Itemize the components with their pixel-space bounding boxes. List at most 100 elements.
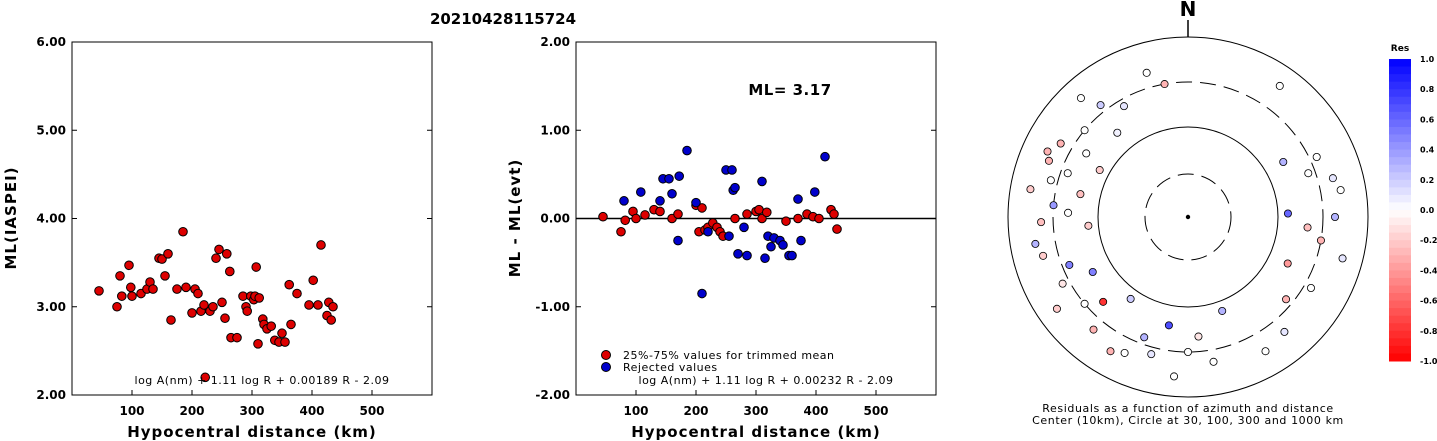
residual-point bbox=[1052, 304, 1061, 313]
residual-point bbox=[1120, 102, 1129, 111]
residual-point bbox=[1037, 218, 1046, 227]
residual-point bbox=[1338, 254, 1347, 263]
colorbar-cell bbox=[1389, 330, 1411, 339]
colorbar-tick-label: 0.0 bbox=[1420, 206, 1435, 215]
data-point bbox=[829, 209, 839, 219]
residual-point bbox=[1160, 80, 1169, 89]
plot2-x-label: Hypocentral distance (km) bbox=[631, 423, 881, 441]
residual-point bbox=[1043, 147, 1052, 156]
data-point bbox=[326, 315, 337, 325]
data-point bbox=[199, 300, 209, 310]
colorbar-tick-label: -0.2 bbox=[1420, 236, 1437, 245]
residual-point bbox=[1194, 332, 1203, 341]
residual-point bbox=[1058, 279, 1067, 288]
colorbar-cell bbox=[1389, 353, 1411, 362]
data-point bbox=[304, 300, 314, 310]
data-point bbox=[760, 253, 770, 264]
data-point bbox=[313, 300, 323, 310]
data-point bbox=[124, 260, 134, 271]
residual-point bbox=[1046, 176, 1055, 185]
legend-label-rejected: Rejected values bbox=[623, 361, 718, 374]
data-point bbox=[328, 301, 338, 312]
residual-point bbox=[1218, 306, 1227, 315]
residual-point bbox=[1049, 201, 1058, 210]
residual-point bbox=[1126, 294, 1135, 303]
x-tick-label: 400 bbox=[803, 404, 828, 418]
colorbar-cell bbox=[1389, 262, 1411, 271]
data-point bbox=[762, 207, 772, 218]
colorbar-tick-label: -0.4 bbox=[1420, 266, 1437, 275]
residual-point bbox=[1082, 149, 1091, 158]
residual-point bbox=[1076, 190, 1085, 199]
residual-point bbox=[1184, 347, 1193, 356]
colorbar-cell bbox=[1389, 240, 1411, 249]
colorbar-tick-label: 0.2 bbox=[1420, 176, 1434, 185]
north-label: N bbox=[1180, 0, 1197, 21]
residual-point bbox=[1279, 157, 1288, 166]
residual-point bbox=[1316, 236, 1325, 245]
data-point bbox=[727, 165, 737, 175]
colorbar-cell bbox=[1389, 277, 1411, 286]
data-point bbox=[181, 282, 191, 293]
residual-point bbox=[1304, 169, 1313, 178]
residual-point bbox=[1039, 251, 1048, 260]
residual-colorbar: Res 1.0 0.8 0.6 0.4 0.2 0.0 -0.2 -0.4 -0.6 -0.8 -1… bbox=[1389, 44, 1437, 366]
data-point bbox=[742, 209, 752, 219]
data-point bbox=[703, 226, 713, 237]
data-point bbox=[631, 213, 641, 224]
data-point bbox=[316, 240, 326, 250]
data-point bbox=[172, 284, 182, 294]
colorbar-cell bbox=[1389, 149, 1411, 158]
data-point bbox=[640, 210, 650, 220]
colorbar-cell bbox=[1389, 96, 1411, 105]
center-point bbox=[1185, 214, 1191, 220]
data-point bbox=[655, 206, 665, 217]
residual-point bbox=[1303, 223, 1312, 232]
data-point bbox=[211, 253, 221, 264]
colorbar-tick-label: -0.6 bbox=[1420, 297, 1437, 306]
data-point bbox=[781, 216, 791, 226]
data-point bbox=[674, 171, 685, 181]
colorbar-tick-label: 0.4 bbox=[1420, 146, 1435, 155]
data-point bbox=[793, 213, 803, 224]
colorbar-cell bbox=[1389, 66, 1411, 75]
x-tick-label: 500 bbox=[359, 404, 384, 418]
colorbar-cell bbox=[1389, 210, 1411, 219]
colorbar-cell bbox=[1389, 217, 1411, 226]
data-point bbox=[664, 173, 674, 184]
data-point bbox=[742, 250, 752, 261]
data-point bbox=[163, 249, 173, 259]
event-title: 20210428115724 bbox=[430, 10, 576, 28]
data-point bbox=[636, 187, 646, 197]
data-point bbox=[697, 203, 707, 213]
data-point bbox=[200, 372, 210, 383]
data-point bbox=[832, 224, 842, 234]
caption-line-2: Center (10km), Circle at 30, 100, 300 an… bbox=[1032, 414, 1344, 427]
data-point bbox=[733, 249, 743, 259]
data-point bbox=[793, 194, 803, 204]
colorbar-cell bbox=[1389, 323, 1411, 332]
colorbar-cell bbox=[1389, 89, 1411, 98]
y-tick-label: 3.00 bbox=[36, 300, 66, 314]
colorbar-cell bbox=[1389, 247, 1411, 256]
colorbar-cell bbox=[1389, 126, 1411, 135]
polar-points bbox=[1026, 68, 1347, 381]
residual-point bbox=[1283, 259, 1292, 268]
colorbar-cell bbox=[1389, 232, 1411, 241]
data-point bbox=[160, 271, 170, 281]
colorbar-tick-label: 0.8 bbox=[1420, 85, 1435, 94]
y-tick-label: -2.00 bbox=[535, 388, 570, 402]
residual-vs-distance-plot: 100 200 300 400 500 -2.00 -1.00 0.00 1.00 2.00 ML… bbox=[506, 35, 937, 441]
data-point bbox=[127, 291, 137, 301]
circle-1000km bbox=[1007, 36, 1369, 398]
residual-point bbox=[1076, 94, 1085, 103]
data-point bbox=[117, 291, 127, 301]
residual-point bbox=[1113, 128, 1122, 137]
magnitude-vs-distance-plot: 100 200 300 400 500 2.00 3.00 4.00 5.00 6.00 log … bbox=[2, 35, 433, 441]
plot2-y-label: ML - ML(evt) bbox=[506, 159, 524, 277]
colorbar-ticks: 1.0 0.8 0.6 0.4 0.2 0.0 -0.2 -0.4 -0.6 -0.8 -1.0 bbox=[1420, 55, 1437, 366]
y-tick-label: 0.00 bbox=[540, 212, 570, 226]
data-point bbox=[598, 211, 608, 222]
data-point bbox=[157, 254, 167, 264]
data-point bbox=[682, 145, 692, 156]
